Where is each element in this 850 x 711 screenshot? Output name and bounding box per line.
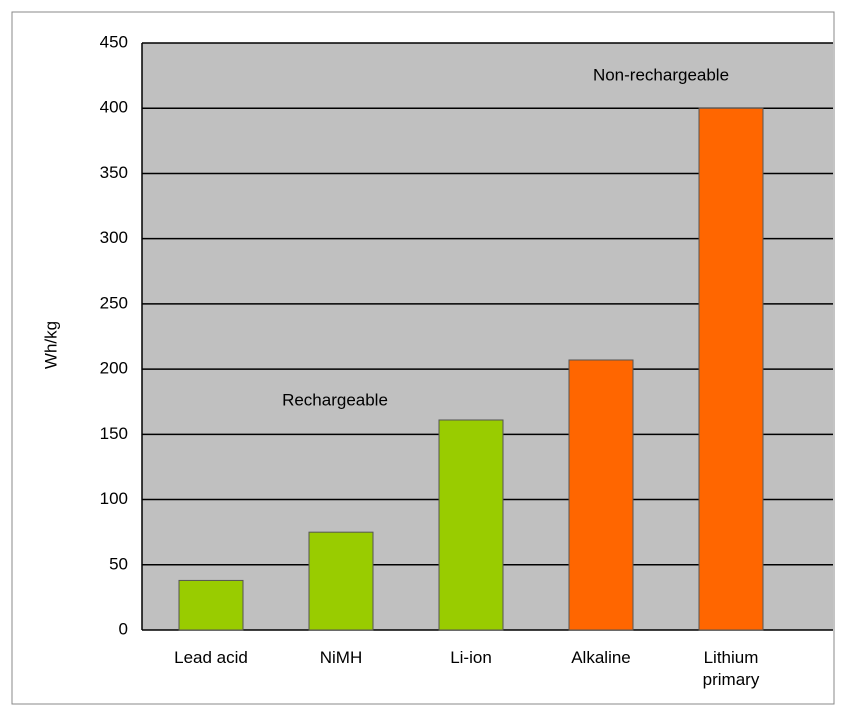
y-tick-label: 100: [100, 489, 128, 508]
y-tick-label: 0: [119, 619, 128, 638]
y-tick-label: 350: [100, 163, 128, 182]
bar: [568, 359, 634, 631]
x-tick-label: Alkaline: [571, 648, 631, 667]
y-tick-label: 450: [100, 32, 128, 51]
annotation: Non-rechargeable: [593, 65, 729, 84]
y-tick-label: 300: [100, 228, 128, 247]
y-tick-label: 250: [100, 293, 128, 312]
x-tick-label: Lead acid: [174, 648, 248, 667]
y-tick-label: 50: [109, 554, 128, 573]
bar: [698, 107, 764, 631]
x-tick-label: Li-ion: [450, 648, 492, 667]
y-tick-label: 200: [100, 359, 128, 378]
bar: [308, 531, 374, 631]
y-tick-label: 400: [100, 98, 128, 117]
x-tick-label: NiMH: [319, 648, 363, 667]
y-tick-label: 150: [100, 424, 128, 443]
bar: [438, 419, 504, 631]
annotation: Rechargeable: [282, 390, 388, 409]
x-tick-label: Lithium primary: [702, 648, 760, 689]
y-axis-title: Wh/kg: [41, 321, 60, 369]
bar: [178, 579, 244, 631]
